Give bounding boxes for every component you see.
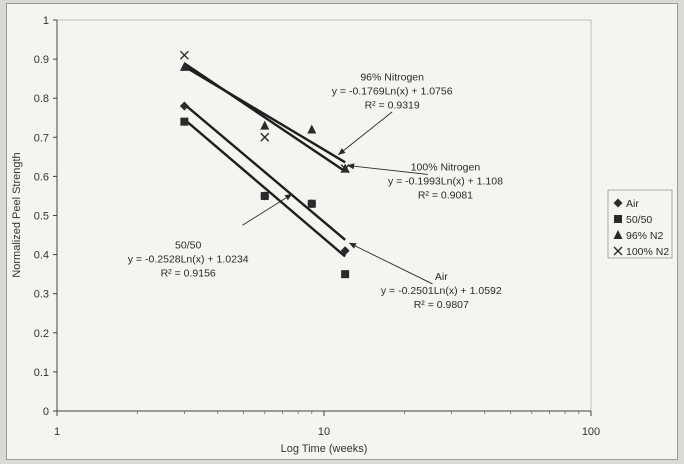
legend-marker	[613, 230, 623, 239]
annotation-text: y = -0.2528Ln(x) + 1.0234	[128, 254, 249, 266]
y-tick-label: 0.3	[34, 289, 49, 301]
x-tick-labels: 1 10 100	[54, 411, 600, 438]
y-tick-label: 0.7	[34, 132, 49, 144]
annotation-arrow	[348, 242, 433, 285]
annotation-text: R² = 0.9807	[414, 299, 469, 311]
arrowhead	[284, 193, 293, 201]
annotation-arrow	[242, 193, 293, 226]
annotation-text: 96% Nitrogen	[360, 72, 424, 84]
annotation-text: 100% Nitrogen	[411, 162, 481, 174]
y-tick-label: 0.1	[34, 367, 49, 379]
y-tick-labels: 0 0.1 0.2 0.3 0.4 0.5 0.6 0.7 0.8 0.9 1	[34, 15, 57, 418]
annotation-text: 50/50	[175, 240, 201, 252]
legend-marker	[614, 215, 622, 223]
plot-area	[56, 19, 592, 412]
annotation-text: Air	[435, 271, 448, 283]
trendline-50-50	[183, 118, 346, 258]
annotations: 96% Nitrogen y = -0.1769Ln(x) + 1.0756 R² …	[128, 72, 503, 311]
y-tick-label: 0.8	[34, 93, 49, 105]
arrowhead	[348, 242, 357, 249]
data-point-96-n2	[179, 61, 189, 71]
x-axis-label: Log Time (weeks)	[281, 443, 368, 455]
data-point-50-50	[341, 270, 350, 279]
data-points	[179, 50, 350, 279]
arrowhead	[347, 163, 355, 170]
data-point-50-50	[180, 117, 189, 126]
trendline-100-n2	[183, 62, 346, 173]
data-point-50-50	[307, 199, 316, 208]
y-tick-label: 0.9	[34, 54, 49, 66]
legend-entry: 96% N2	[626, 230, 664, 242]
data-point-96-n2	[260, 120, 270, 130]
annotation-arrow	[347, 165, 428, 175]
x-tick-label: 100	[582, 426, 600, 438]
y-tick-label: 0.5	[34, 211, 49, 223]
y-tick-label: 0.4	[34, 250, 49, 262]
trendlines	[183, 62, 346, 258]
data-point-96-n2	[307, 124, 317, 134]
legend-entry: 50/50	[626, 214, 652, 226]
y-tick-label: 0.6	[34, 171, 49, 183]
annotation-text: R² = 0.9319	[365, 100, 420, 112]
legend-entry: Air	[626, 198, 639, 210]
annotation-text: R² = 0.9156	[161, 268, 216, 280]
data-point-50-50	[260, 191, 269, 200]
legend-marker	[613, 246, 623, 256]
y-axis-label: Normalized Peel Strength	[11, 152, 23, 277]
chart-frame	[6, 3, 678, 460]
x-tick-label: 1	[54, 426, 60, 438]
annotation-text: y = -0.1769Ln(x) + 1.0756	[332, 86, 453, 98]
y-tick-label: 0.2	[34, 328, 49, 340]
data-point-air	[179, 101, 189, 111]
y-tick-label: 0	[43, 406, 49, 418]
annotation-text: y = -0.2501Ln(x) + 1.0592	[381, 285, 502, 297]
trendline-air	[183, 103, 346, 241]
legend-marker	[613, 198, 623, 208]
legend-entry: 100% N2	[626, 246, 669, 258]
data-point-100-n2	[260, 132, 270, 142]
data-point-100-n2	[179, 50, 189, 60]
y-tick-label: 1	[43, 15, 49, 27]
annotation-arrow	[337, 111, 393, 156]
x-tick-label: 10	[318, 426, 330, 438]
annotation-text: R² = 0.9081	[418, 190, 473, 202]
legend: Air 50/50 96% N2 100% N2	[607, 189, 673, 259]
data-point-air	[340, 246, 350, 256]
arrowhead	[338, 148, 346, 155]
annotation-text: y = -0.1993Ln(x) + 1.108	[388, 176, 503, 188]
